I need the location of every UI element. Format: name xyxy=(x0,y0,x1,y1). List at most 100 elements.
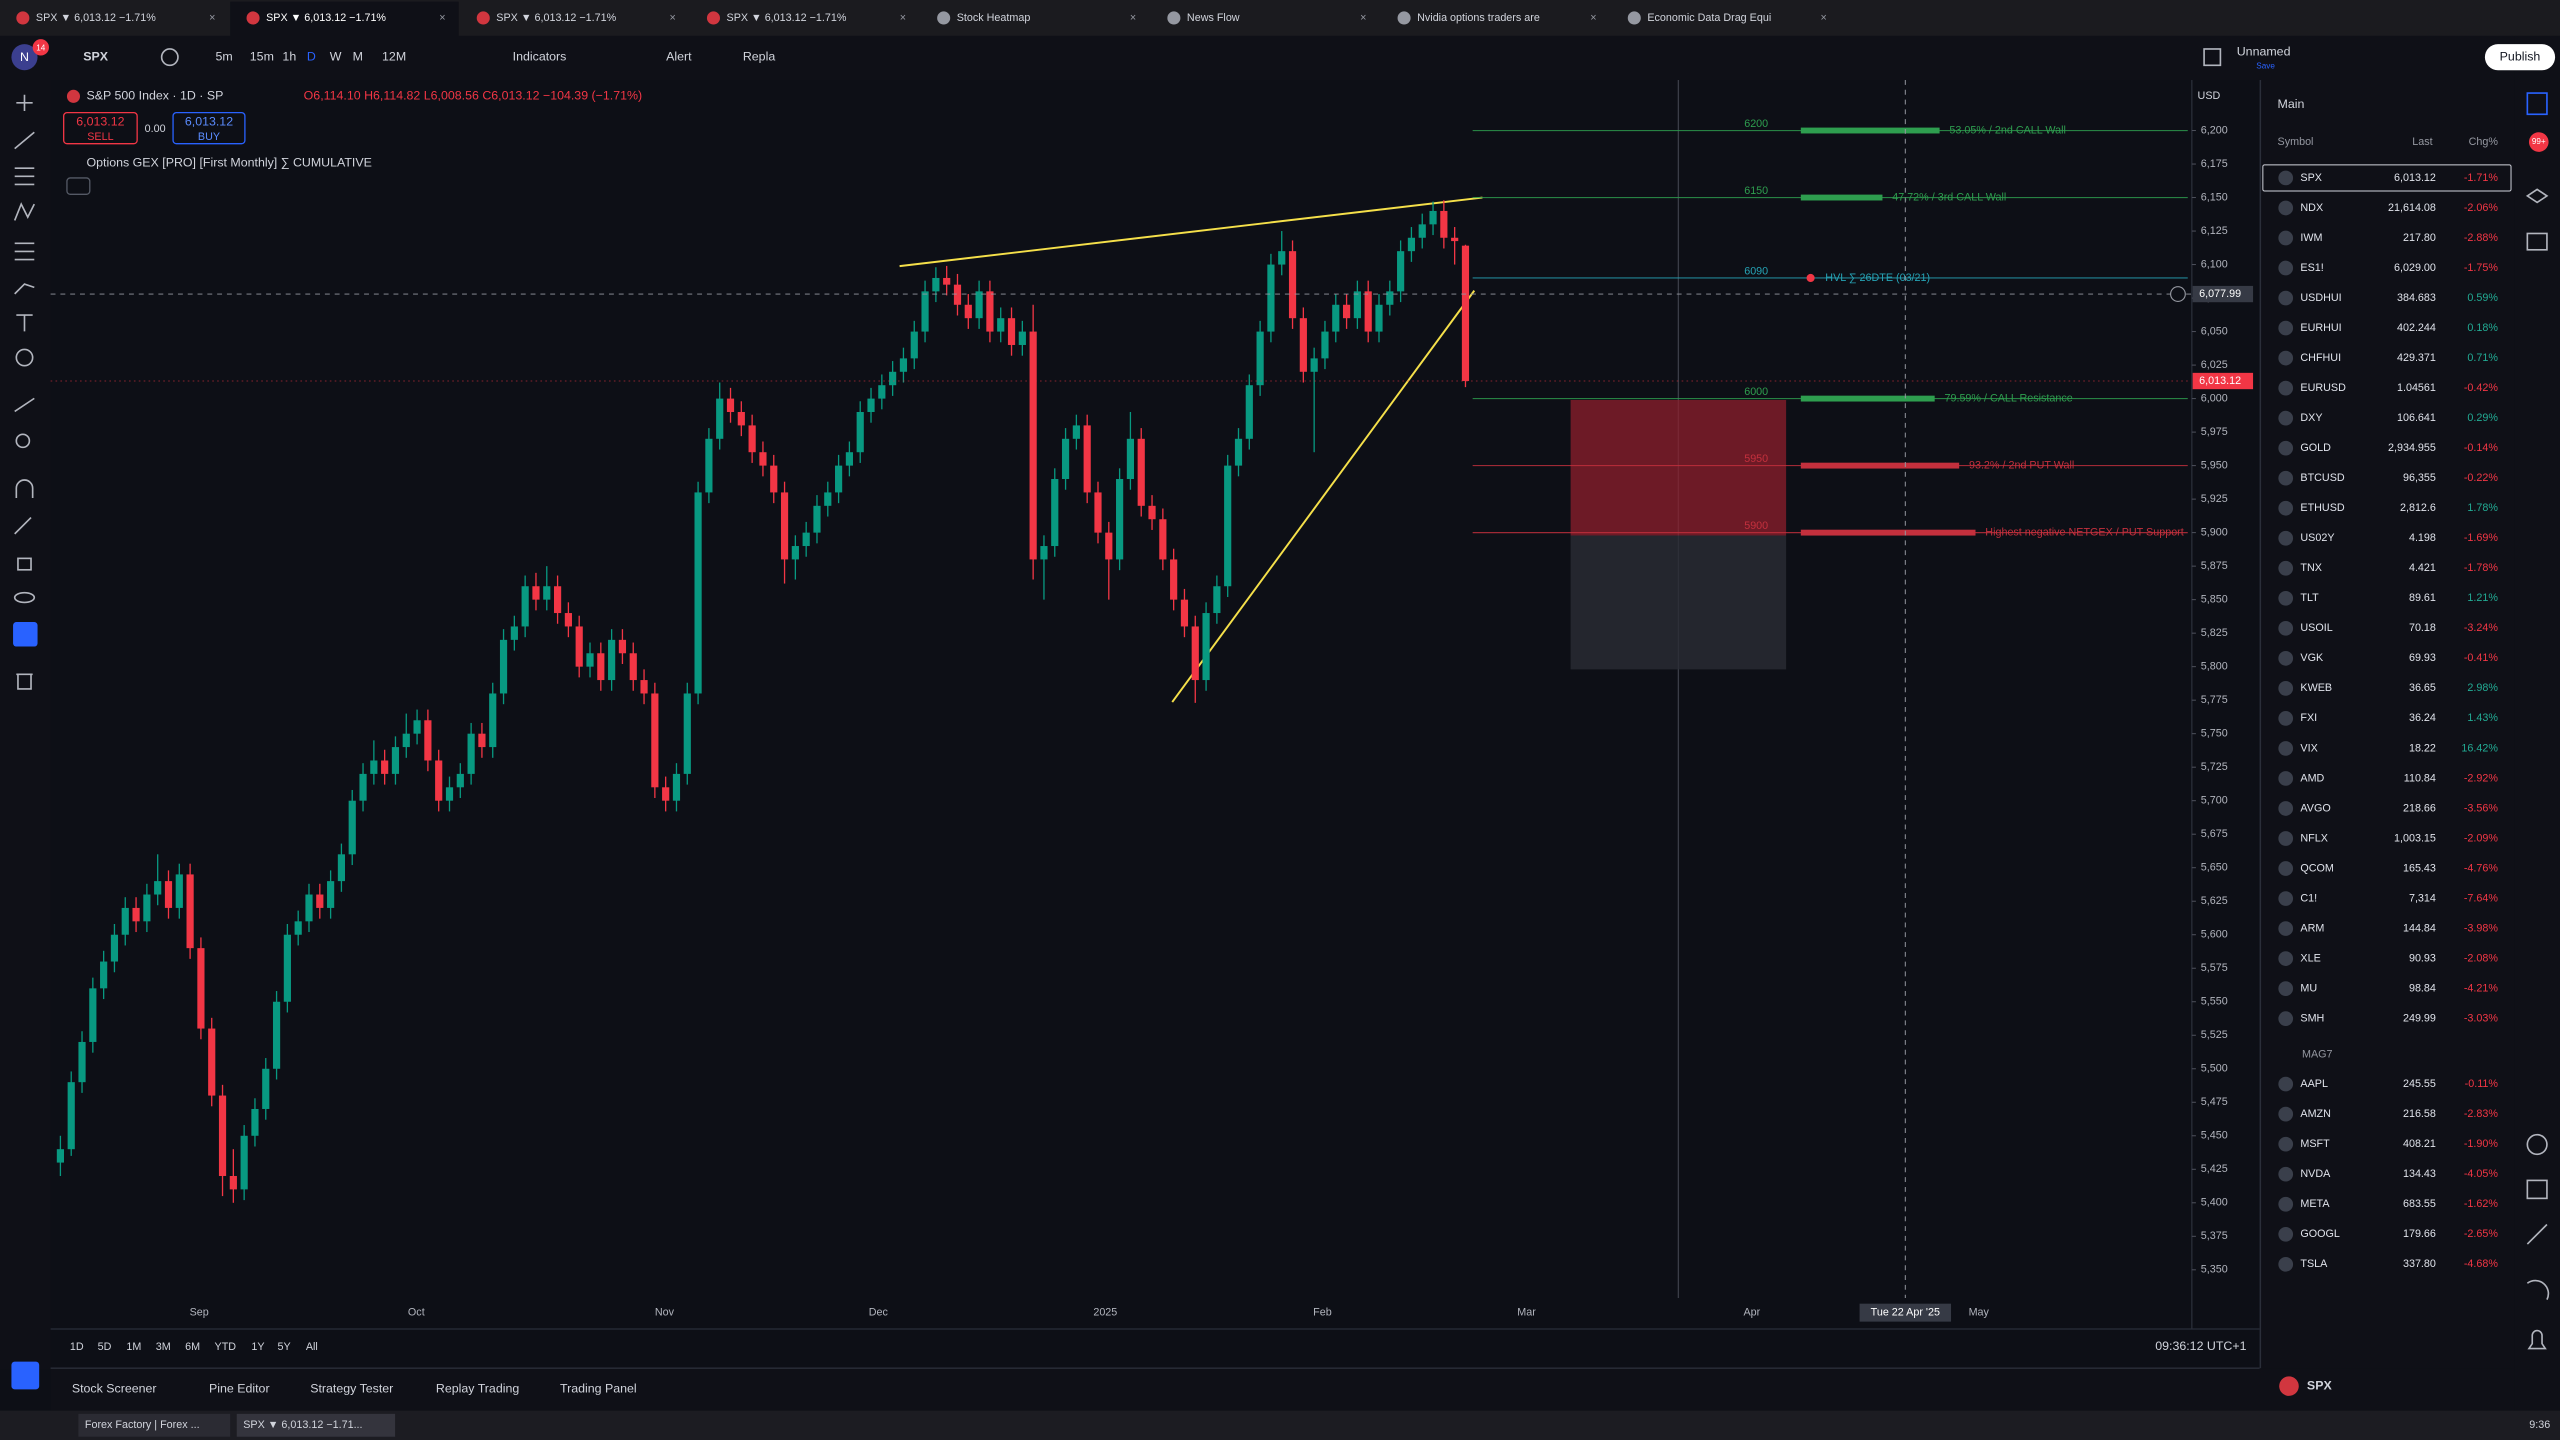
replay-button[interactable]: Repla xyxy=(743,49,775,63)
chat-icon[interactable] xyxy=(2526,232,2548,251)
watchlist-last[interactable]: 89.61 xyxy=(2409,592,2436,604)
watchlist-symbol[interactable]: NFLX xyxy=(2300,832,2328,844)
watchlist-chg[interactable]: -0.11% xyxy=(2465,1078,2499,1090)
symbol-logo[interactable] xyxy=(2278,470,2294,486)
watchlist-symbol[interactable]: AMD xyxy=(2300,772,2324,784)
watchlist-last[interactable]: 4.421 xyxy=(2409,562,2436,574)
watchlist-last[interactable]: 217.80 xyxy=(2403,232,2436,244)
watchlist-chg[interactable]: 1.78% xyxy=(2467,502,2498,514)
watchlist-chg[interactable]: 0.59% xyxy=(2467,292,2498,304)
magnet-tool[interactable] xyxy=(15,479,34,498)
pattern-tool[interactable] xyxy=(13,202,36,221)
watchlist-chg[interactable]: 1.21% xyxy=(2467,592,2498,604)
symbol-logo[interactable] xyxy=(2278,170,2294,186)
symbol-logo[interactable] xyxy=(2278,1256,2294,1272)
interval[interactable]: W xyxy=(330,49,342,63)
symbol-logo[interactable] xyxy=(2278,681,2294,696)
watchlist-symbol[interactable]: C1! xyxy=(2300,892,2317,904)
symbol-logo[interactable] xyxy=(2278,861,2294,876)
watchlist-last[interactable]: 69.93 xyxy=(2409,652,2436,664)
save-label[interactable]: Save xyxy=(2256,61,2275,70)
symbol-logo[interactable] xyxy=(2278,921,2294,936)
active-tab[interactable] xyxy=(230,1,459,36)
watchlist-last[interactable]: 21,614.08 xyxy=(2388,202,2436,214)
watchlist-symbol[interactable]: BTCUSD xyxy=(2300,472,2344,484)
interval[interactable]: 5m xyxy=(216,49,233,63)
symbol-logo[interactable] xyxy=(2278,651,2294,666)
watchlist-symbol[interactable]: SPX xyxy=(2300,172,2322,184)
watchlist-last[interactable]: 683.55 xyxy=(2403,1198,2436,1210)
tab-close[interactable]: × xyxy=(1590,12,1596,24)
sell-price[interactable]: 6,013.12 xyxy=(76,115,124,129)
fib-tool[interactable] xyxy=(14,167,35,186)
symbol-search[interactable]: SPX xyxy=(83,49,109,63)
bottom-tab[interactable]: Stock Screener xyxy=(72,1382,157,1396)
watchlist-last[interactable]: 2,934.955 xyxy=(2388,442,2436,454)
brush-tool[interactable] xyxy=(14,283,35,295)
watchlist-title[interactable]: Main xyxy=(2278,97,2305,111)
range-button[interactable]: 3M xyxy=(156,1341,171,1353)
watchlist-symbol[interactable]: MU xyxy=(2300,982,2317,994)
tab-close[interactable]: × xyxy=(439,12,445,24)
watchlist-chg[interactable]: -0.14% xyxy=(2464,442,2499,454)
projection-tool[interactable] xyxy=(14,242,35,261)
tab-title[interactable]: Stock Heatmap xyxy=(957,12,1031,24)
lock-tool[interactable] xyxy=(17,557,32,571)
symbol-logo[interactable] xyxy=(2278,200,2294,216)
calendar-icon[interactable] xyxy=(2526,1179,2548,1200)
taskbar-item[interactable] xyxy=(236,1413,396,1437)
watchlist-chg[interactable]: -1.71% xyxy=(2464,172,2499,184)
symbol-logo[interactable] xyxy=(2278,320,2294,336)
watchlist-chg[interactable]: -1.90% xyxy=(2464,1138,2499,1150)
watchlist-last[interactable]: 2,812.6 xyxy=(2400,502,2436,514)
watchlist-chg[interactable]: -4.21% xyxy=(2464,982,2499,994)
currency[interactable]: USD xyxy=(2198,90,2221,102)
watchlist-chg[interactable]: -1.69% xyxy=(2464,532,2499,544)
column-header[interactable]: Last xyxy=(2412,136,2432,148)
stay-drawing[interactable] xyxy=(14,516,32,535)
symbol-logo[interactable] xyxy=(2278,801,2294,816)
watchlist-chg[interactable]: -3.24% xyxy=(2464,622,2499,634)
tab-icon[interactable] xyxy=(1627,11,1641,25)
tab-icon[interactable] xyxy=(937,11,951,25)
watchlist-chg[interactable]: -0.22% xyxy=(2464,472,2499,484)
watchlist-last[interactable]: 402.244 xyxy=(2397,322,2436,334)
watchlist-last[interactable]: 249.99 xyxy=(2403,1012,2436,1024)
symbol-logo[interactable] xyxy=(2278,290,2294,306)
watchlist-symbol[interactable]: VIX xyxy=(2300,742,2317,754)
watchlist-chg[interactable]: -4.68% xyxy=(2464,1258,2499,1270)
collapse-legend[interactable] xyxy=(66,177,91,195)
taskbar-item[interactable] xyxy=(78,1413,231,1437)
watchlist-last[interactable]: 216.58 xyxy=(2403,1108,2436,1120)
tab-close[interactable]: × xyxy=(1821,12,1827,24)
watchlist-last[interactable]: 429.371 xyxy=(2397,352,2436,364)
watchlist-symbol[interactable]: GOLD xyxy=(2300,442,2331,454)
watchlist-symbol[interactable]: NVDA xyxy=(2300,1168,2331,1180)
watchlist-last[interactable]: 98.84 xyxy=(2409,982,2436,994)
tab-close[interactable]: × xyxy=(1360,12,1366,24)
watchlist-chg[interactable]: -2.65% xyxy=(2464,1228,2499,1240)
watchlist-symbol[interactable]: XLE xyxy=(2300,952,2320,964)
watchlist-symbol[interactable]: US02Y xyxy=(2300,532,2334,544)
bottom-tab[interactable]: Replay Trading xyxy=(436,1382,519,1396)
bottom-tab[interactable]: Strategy Tester xyxy=(310,1382,393,1396)
watchlist-symbol[interactable]: META xyxy=(2300,1198,2330,1210)
crosshair-tool[interactable] xyxy=(16,94,33,112)
sell-button[interactable] xyxy=(63,111,138,145)
alert-button[interactable]: Alert xyxy=(666,49,692,63)
taskbar-label[interactable]: Forex Factory | Forex ... xyxy=(85,1419,200,1431)
tab-icon[interactable] xyxy=(1397,11,1411,25)
watchlist-chg[interactable]: -0.41% xyxy=(2464,652,2499,664)
tab-title[interactable]: SPX ▼ 6,013.12 −1.71% xyxy=(496,12,616,24)
watchlist-symbol[interactable]: TSLA xyxy=(2300,1258,2328,1270)
delete-tool[interactable] xyxy=(16,673,33,690)
watchlist-last[interactable]: 1,003.15 xyxy=(2394,832,2436,844)
buy-button[interactable] xyxy=(172,111,246,145)
watchlist-symbol[interactable]: AAPL xyxy=(2300,1078,2328,1090)
watchlist-symbol[interactable]: ARM xyxy=(2300,922,2324,934)
watchlist-symbol[interactable]: VGK xyxy=(2300,652,2324,664)
tab-title[interactable]: Nvidia options traders are xyxy=(1417,12,1540,24)
symbol-logo[interactable] xyxy=(2278,440,2294,456)
watchlist-symbol[interactable]: SMH xyxy=(2300,1012,2324,1024)
watchlist-symbol[interactable]: AMZN xyxy=(2300,1108,2331,1120)
